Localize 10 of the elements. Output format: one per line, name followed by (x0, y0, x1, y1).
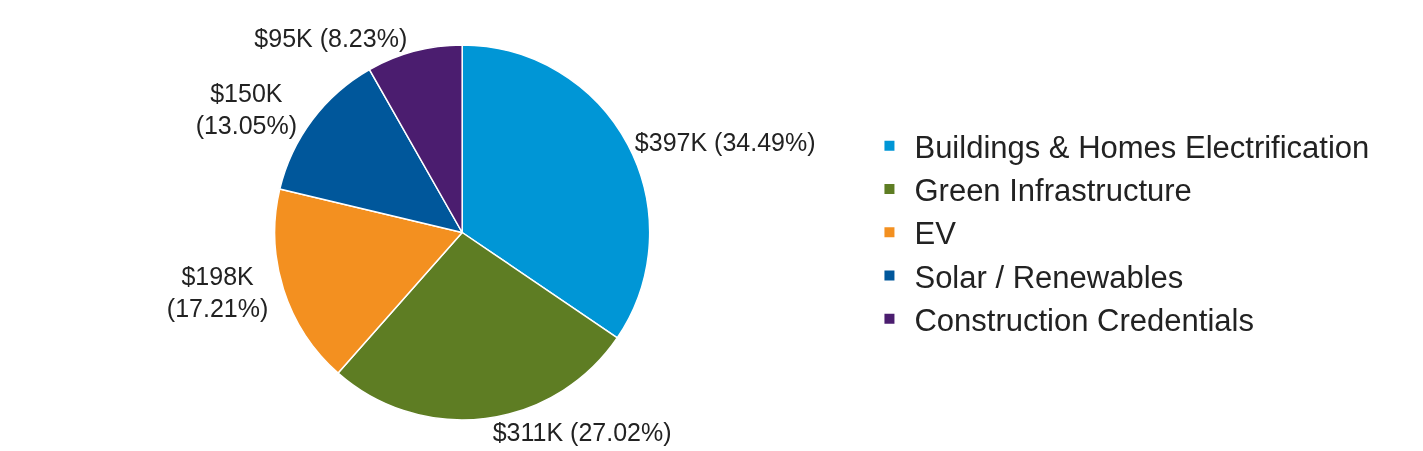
data-label: $397K (34.49%) (634, 127, 816, 156)
legend-label: Construction Credentials (914, 302, 1254, 338)
legend-label: Green Infrastructure (914, 173, 1192, 209)
legend-label: EV (914, 216, 957, 252)
data-label: $311K (27.02%) (492, 418, 672, 447)
legend-label: Solar / Renewables (914, 259, 1184, 295)
legend-label: Buildings & Homes Electrification (914, 129, 1370, 165)
data-label: $150K (13.05%) (195, 78, 298, 140)
data-label: $198K (17.21%) (166, 261, 269, 323)
data-label: $95K (8.23%) (254, 24, 408, 53)
